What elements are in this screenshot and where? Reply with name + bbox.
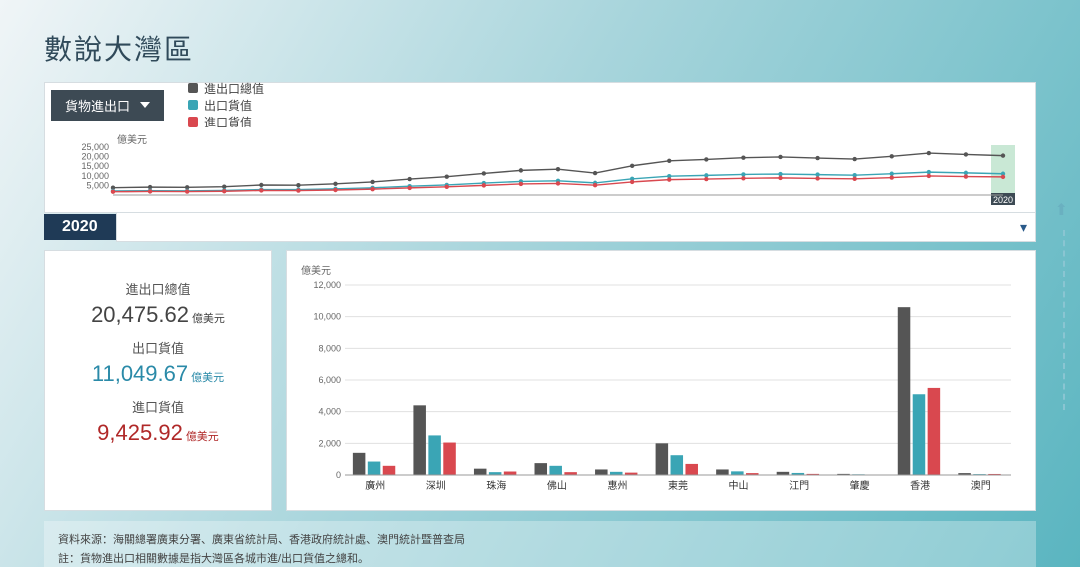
svg-text:珠海: 珠海 <box>486 479 506 492</box>
stat-label: 進出口總值 <box>53 279 263 298</box>
timeline-chart[interactable]: 億美元 5,00010,00015,00020,00025,000 2020 <box>44 127 1036 213</box>
svg-text:15,000: 15,000 <box>81 161 109 171</box>
stat-value: 9,425.92億美元 <box>53 420 263 446</box>
legend-item[interactable]: 出口貨值 <box>188 97 264 114</box>
chevron-down-icon <box>140 102 150 108</box>
svg-text:5,000: 5,000 <box>86 180 109 190</box>
svg-text:中山: 中山 <box>729 479 749 492</box>
svg-text:8,000: 8,000 <box>318 343 341 353</box>
svg-text:廣州: 廣州 <box>365 479 385 492</box>
summary-stats: 進出口總值 20,475.62億美元出口貨值 11,049.67億美元進口貨值 9,4… <box>44 250 272 511</box>
svg-text:6,000: 6,000 <box>318 375 341 385</box>
svg-text:惠州: 惠州 <box>607 479 627 492</box>
svg-text:2,000: 2,000 <box>318 438 341 448</box>
year-badge: 2020 <box>44 214 116 240</box>
footer-note: 註：貨物進出口相關數據是指大灣區各城市進/出口貨值之總和。 <box>58 550 1022 567</box>
svg-text:2020: 2020 <box>993 195 1013 205</box>
svg-text:東莞: 東莞 <box>668 479 688 492</box>
timeline-y-label: 億美元 <box>117 131 147 146</box>
svg-text:澳門: 澳門 <box>971 479 991 492</box>
footer-notes: 資料來源：海關總署廣東分署、廣東省統計局、香港政府統計處、澳門統計暨普查局 註：… <box>44 521 1036 567</box>
stat-label: 進口貨值 <box>53 397 263 416</box>
page-title: 數說大灣區 <box>44 28 1036 68</box>
svg-text:肇慶: 肇慶 <box>850 479 870 492</box>
stat-label: 出口貨值 <box>53 338 263 357</box>
footer-source: 資料來源：海關總署廣東分署、廣東省統計局、香港政府統計處、澳門統計暨普查局 <box>58 531 1022 550</box>
svg-text:4,000: 4,000 <box>318 407 341 417</box>
legend-label: 進出口總值 <box>204 80 264 97</box>
svg-text:20,000: 20,000 <box>81 152 109 162</box>
svg-text:深圳: 深圳 <box>426 480 446 492</box>
filter-icon[interactable]: ▾ <box>1020 219 1027 236</box>
legend-label: 出口貨值 <box>204 97 252 114</box>
stat-value: 11,049.67億美元 <box>53 361 263 387</box>
legend-swatch <box>188 117 198 127</box>
scroll-track <box>1061 230 1065 410</box>
filter-bar: ▾ <box>116 213 1036 242</box>
svg-text:0: 0 <box>336 470 341 480</box>
svg-text:佛山: 佛山 <box>547 479 567 492</box>
legend-swatch <box>188 83 198 93</box>
svg-text:10,000: 10,000 <box>81 171 109 181</box>
metric-selector[interactable]: 貨物進出口 <box>51 90 164 121</box>
svg-text:香港: 香港 <box>910 480 930 492</box>
top-controls: 貨物進出口 進出口總值出口貨值進口貨值 <box>44 82 1036 127</box>
svg-text:江門: 江門 <box>789 480 809 492</box>
stat-value: 20,475.62億美元 <box>53 302 263 328</box>
city-bar-chart: 億美元 0 2,000 4,000 6,000 8,000 10,000 12,000 廣州 深… <box>286 250 1036 511</box>
scroll-up-icon[interactable]: ⬆ <box>1055 200 1068 220</box>
bar-y-label: 億美元 <box>301 266 331 277</box>
svg-text:12,000: 12,000 <box>313 280 341 290</box>
legend: 進出口總值出口貨值進口貨值 <box>188 80 264 131</box>
legend-item[interactable]: 進出口總值 <box>188 80 264 97</box>
metric-selector-label: 貨物進出口 <box>65 96 130 115</box>
svg-text:10,000: 10,000 <box>313 312 341 322</box>
legend-swatch <box>188 100 198 110</box>
svg-text:25,000: 25,000 <box>81 142 109 152</box>
